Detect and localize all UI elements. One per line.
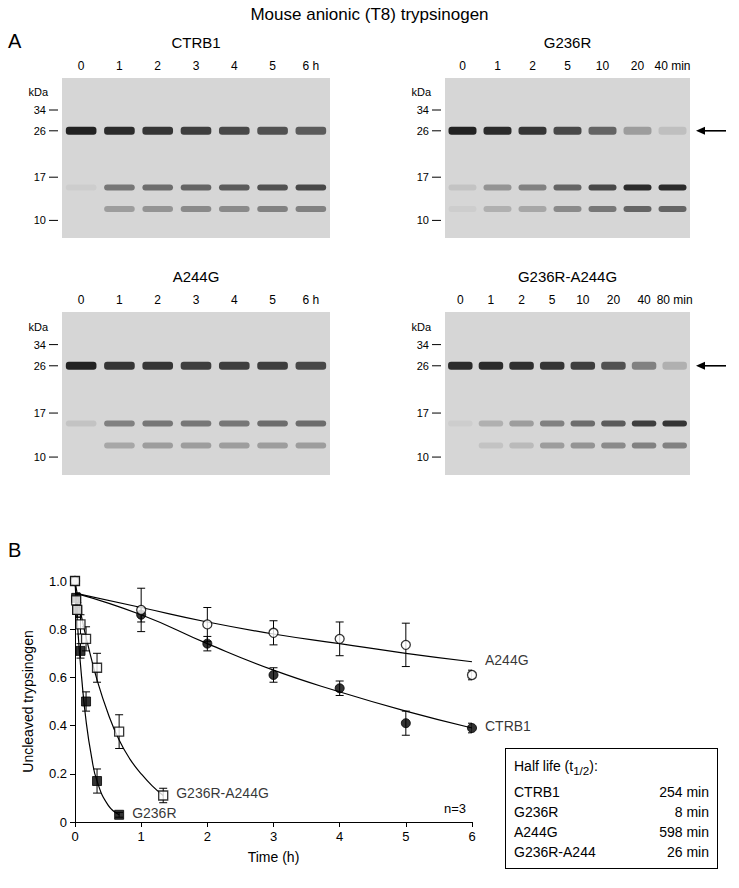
svg-text:A244G: A244G: [485, 652, 529, 668]
svg-text:CTRB1: CTRB1: [171, 34, 220, 51]
html-text:CTRB1: CTRB1: [514, 783, 560, 800]
svg-text:17: 17: [34, 407, 46, 419]
svg-text:26: 26: [34, 360, 46, 372]
svg-text:34: 34: [417, 104, 429, 116]
svg-text:2: 2: [518, 293, 525, 307]
svg-text:4: 4: [336, 829, 343, 844]
svg-text:6: 6: [468, 829, 475, 844]
svg-text:CTRB1: CTRB1: [485, 718, 531, 734]
html-text:G236R-A244: G236R-A244: [514, 843, 596, 860]
svg-text:26: 26: [34, 125, 46, 137]
svg-text:2: 2: [154, 59, 161, 73]
svg-text:3: 3: [193, 293, 200, 307]
svg-text:5: 5: [549, 293, 556, 307]
svg-text:Uncleaved trypsinogen: Uncleaved trypsinogen: [20, 630, 36, 772]
svg-text:10: 10: [596, 59, 610, 73]
svg-text:10: 10: [34, 451, 46, 463]
svg-text:0.2: 0.2: [49, 766, 67, 781]
svg-text:0: 0: [457, 293, 464, 307]
svg-text:kDa: kDa: [28, 86, 48, 98]
svg-text:40: 40: [637, 293, 651, 307]
svg-text:0: 0: [459, 59, 466, 73]
svg-text:26: 26: [417, 125, 429, 137]
svg-text:4: 4: [231, 59, 238, 73]
svg-text:kDa: kDa: [411, 86, 431, 98]
html-text:A244G: A244G: [514, 823, 558, 840]
svg-text:1: 1: [488, 293, 495, 307]
svg-text:3: 3: [193, 59, 200, 73]
svg-text:0: 0: [78, 293, 85, 307]
svg-text:2: 2: [529, 59, 536, 73]
svg-text:G236R-A244G: G236R-A244G: [176, 785, 269, 801]
svg-text:26: 26: [417, 360, 429, 372]
svg-text:Mouse anionic (T8) trypsinogen: Mouse anionic (T8) trypsinogen: [250, 5, 488, 24]
svg-text:5: 5: [269, 59, 276, 73]
svg-text:0.8: 0.8: [49, 622, 67, 637]
svg-text:5: 5: [402, 829, 409, 844]
svg-text:17: 17: [417, 171, 429, 183]
svg-text:2: 2: [154, 293, 161, 307]
svg-text:0: 0: [60, 815, 67, 830]
svg-text:A244G: A244G: [173, 268, 220, 285]
svg-text:G236R-A244G: G236R-A244G: [518, 268, 617, 285]
html-text:254 min: 254 min: [659, 783, 709, 800]
svg-text:17: 17: [417, 407, 429, 419]
svg-text:20: 20: [607, 293, 621, 307]
svg-text:0.4: 0.4: [49, 718, 67, 733]
html-text:8 min: 8 min: [674, 803, 709, 820]
svg-text:3: 3: [270, 829, 277, 844]
svg-text:17: 17: [34, 171, 46, 183]
svg-text:80 min: 80 min: [657, 293, 693, 307]
svg-text:1: 1: [116, 293, 123, 307]
svg-text:2: 2: [204, 829, 211, 844]
svg-text:34: 34: [417, 339, 429, 351]
svg-text:20: 20: [631, 59, 645, 73]
svg-text:34: 34: [34, 339, 46, 351]
svg-text:4: 4: [231, 293, 238, 307]
svg-text:10: 10: [417, 451, 429, 463]
svg-text:kDa: kDa: [28, 321, 48, 333]
svg-text:0: 0: [71, 829, 78, 844]
svg-text:G236R: G236R: [544, 34, 592, 51]
html-text:G236R: G236R: [514, 803, 559, 820]
svg-text:1: 1: [116, 59, 123, 73]
svg-text:40 min: 40 min: [654, 59, 690, 73]
svg-text:kDa: kDa: [411, 321, 431, 333]
svg-text:6 h: 6 h: [303, 293, 320, 307]
svg-text:n=3: n=3: [444, 801, 466, 816]
svg-text:0: 0: [78, 59, 85, 73]
svg-text:G236R: G236R: [132, 805, 176, 821]
svg-text:6 h: 6 h: [303, 59, 320, 73]
svg-text:B: B: [8, 539, 21, 561]
svg-text:Time (h): Time (h): [248, 849, 300, 865]
svg-text:5: 5: [564, 59, 571, 73]
svg-text:0.6: 0.6: [49, 670, 67, 685]
svg-text:1: 1: [138, 829, 145, 844]
svg-text:10: 10: [576, 293, 590, 307]
svg-text:10: 10: [34, 214, 46, 226]
svg-text:1: 1: [494, 59, 501, 73]
svg-text:1.0: 1.0: [49, 574, 67, 589]
svg-text:34: 34: [34, 104, 46, 116]
svg-text:5: 5: [269, 293, 276, 307]
svg-text:10: 10: [417, 214, 429, 226]
svg-text:A: A: [8, 30, 22, 52]
html-text:Half life (t1/2):: Half life (t1/2):: [514, 758, 598, 777]
html-text:598 min: 598 min: [659, 823, 709, 840]
html-text:26 min: 26 min: [667, 843, 709, 860]
